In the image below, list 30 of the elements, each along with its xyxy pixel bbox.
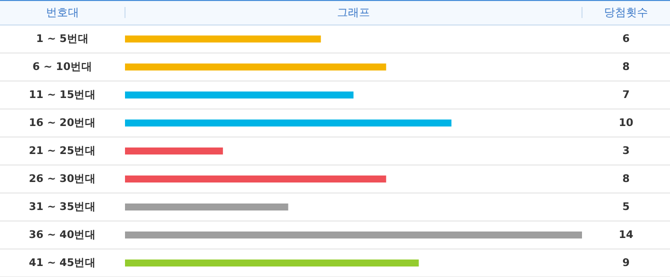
y-tick-label: 31 ~ 35번대	[28, 201, 96, 213]
data-label: 7	[622, 89, 630, 101]
data-label: 8	[622, 173, 630, 185]
bar	[125, 204, 288, 210]
bar	[125, 148, 223, 154]
y-tick-label: 6 ~ 10번대	[32, 61, 93, 73]
bar	[125, 260, 419, 266]
data-label: 3	[622, 145, 630, 157]
data-label: 8	[622, 61, 630, 73]
y-tick-label: 26 ~ 30번대	[28, 173, 96, 185]
bar	[125, 92, 354, 98]
bar	[125, 120, 452, 126]
data-label: 9	[622, 257, 630, 269]
data-label: 5	[622, 201, 630, 213]
y-tick-label: 16 ~ 20번대	[28, 117, 96, 129]
x-axis-title: 그래프	[337, 6, 370, 19]
y-tick-label: 21 ~ 25번대	[28, 145, 96, 157]
y-tick-label: 11 ~ 15번대	[28, 89, 96, 101]
y-axis-title: 번호대	[46, 6, 79, 19]
data-label: 10	[618, 117, 634, 129]
bar	[125, 176, 386, 182]
y-tick-label: 1 ~ 5번대	[36, 33, 89, 45]
bar	[125, 232, 582, 238]
bar	[125, 36, 321, 42]
y-tick-label: 41 ~ 45번대	[28, 257, 96, 269]
bar	[125, 64, 386, 70]
y2-axis-title: 당첨횟수	[604, 6, 648, 19]
data-label: 6	[622, 33, 630, 45]
y-tick-label: 36 ~ 40번대	[28, 229, 96, 241]
data-label: 14	[618, 229, 634, 241]
